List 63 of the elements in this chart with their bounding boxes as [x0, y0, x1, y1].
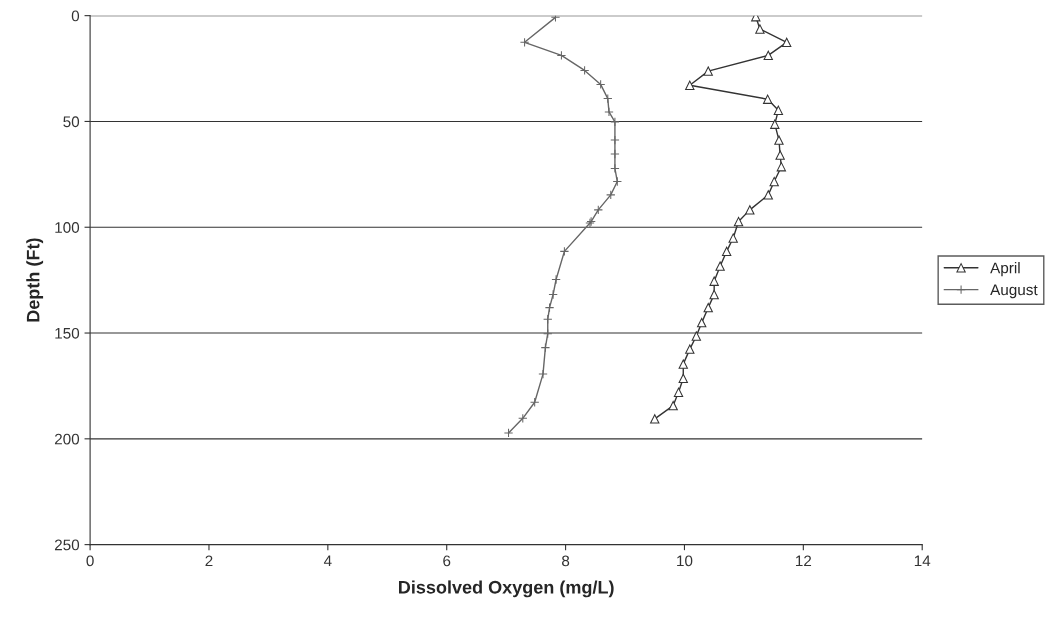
point — [776, 162, 787, 172]
x-tick-label: 6 — [443, 555, 451, 567]
x-tick-label: 10 — [677, 555, 693, 567]
point — [610, 163, 620, 174]
point — [703, 302, 713, 313]
point — [703, 66, 713, 76]
point — [775, 150, 785, 160]
point — [762, 94, 773, 104]
point — [685, 80, 695, 90]
point — [733, 216, 744, 227]
x-tick-label: 14 — [914, 555, 931, 567]
point — [697, 317, 707, 328]
y-tick-label: 250 — [54, 539, 80, 551]
point — [763, 190, 773, 200]
x-axis-title: Dissolved Oxygen (mg/L) — [399, 580, 614, 598]
point — [685, 344, 695, 354]
legend-label: August — [990, 284, 1038, 299]
point — [782, 37, 792, 47]
x-tick-label: 2 — [205, 555, 213, 567]
point — [678, 373, 688, 383]
point — [544, 302, 555, 313]
point — [691, 331, 702, 341]
point — [668, 400, 678, 411]
x-tick-label: 12 — [796, 555, 812, 567]
point — [769, 176, 779, 187]
point — [579, 65, 590, 76]
point — [550, 15, 561, 23]
point — [503, 428, 514, 438]
point — [595, 79, 606, 90]
point — [774, 135, 784, 145]
point — [519, 37, 530, 47]
y-tick-label: 150 — [55, 327, 80, 339]
point — [745, 205, 755, 215]
point — [728, 233, 738, 243]
point — [538, 369, 548, 379]
point — [612, 176, 622, 187]
point — [551, 274, 561, 285]
y-tick-label: 0 — [71, 10, 80, 22]
x-tick-label: 0 — [86, 555, 94, 567]
point — [770, 119, 780, 129]
y-tick-label: 200 — [54, 433, 80, 445]
point — [709, 289, 719, 300]
point — [721, 246, 732, 257]
point — [650, 414, 660, 424]
point — [763, 50, 773, 61]
point — [548, 289, 558, 300]
y-tick-label: 100 — [55, 222, 80, 233]
point — [673, 387, 684, 397]
point — [678, 359, 688, 369]
point — [751, 15, 761, 22]
x-tick-label: 4 — [323, 555, 332, 567]
legend-label: April — [990, 262, 1020, 277]
point — [709, 276, 719, 286]
point — [773, 105, 784, 115]
point — [540, 342, 551, 353]
y-tick-label: 50 — [63, 116, 80, 128]
point — [755, 24, 765, 34]
point — [603, 93, 613, 104]
point — [715, 261, 725, 271]
point — [559, 246, 570, 257]
y-axis-title: Depth (Ft) — [26, 238, 44, 322]
x-tick-label: 8 — [562, 555, 570, 567]
point — [556, 50, 567, 61]
